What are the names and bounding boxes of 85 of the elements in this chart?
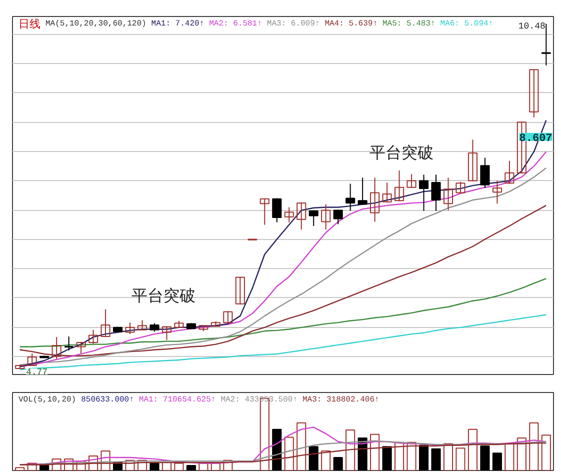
candlestick (492, 180, 502, 204)
candlestick (76, 341, 86, 354)
text: MA5: 5.483↑ (382, 20, 436, 28)
annotation: 10.48 (518, 21, 546, 32)
candlestick (394, 170, 404, 202)
bar (100, 450, 110, 470)
bar (272, 428, 282, 470)
candlestick (235, 276, 245, 304)
candlestick (162, 326, 172, 341)
candlestick (504, 160, 514, 184)
bar (480, 445, 490, 470)
annotation: MA(5,10,20,30,60,120) (46, 20, 146, 28)
bar (346, 430, 356, 470)
text: MA1: 710654.625↑ (138, 396, 216, 404)
text: MA6: 5.094↑ (440, 20, 494, 28)
candlestick (333, 209, 343, 225)
candlestick (406, 174, 416, 188)
bar (443, 443, 454, 470)
candlestick (125, 322, 135, 335)
bar (406, 442, 416, 470)
text: MA4: 5.639↑ (324, 20, 378, 28)
candlestick (272, 198, 282, 223)
candlestick (480, 157, 490, 188)
text: MA2: 6.581↑ (209, 20, 262, 28)
bar (40, 464, 50, 470)
bar (529, 422, 539, 470)
candlestick (64, 336, 74, 351)
candlestick (443, 177, 454, 211)
candlestick (88, 329, 98, 344)
bar (431, 448, 441, 470)
bar (370, 434, 380, 470)
bar (516, 438, 526, 470)
bar (308, 446, 318, 470)
bar (15, 467, 25, 470)
candlestick (223, 310, 233, 324)
text: MA3: 6.009↑ (266, 20, 320, 28)
candlestick (100, 308, 110, 338)
bar (296, 422, 306, 470)
candlestick (431, 174, 441, 212)
bar (137, 460, 148, 470)
bar (125, 460, 135, 470)
annotation: VOL(5,10,20) (18, 396, 76, 404)
bar (382, 446, 392, 470)
candlestick (284, 206, 294, 223)
bar (541, 434, 551, 470)
candlestick (468, 139, 478, 182)
bar (468, 428, 478, 470)
candlestick (456, 181, 466, 194)
candlestick (370, 177, 380, 222)
bar (64, 458, 74, 470)
bar (198, 462, 208, 470)
chart-title: 日线 (18, 18, 40, 32)
annotation: 850633.000↑ (81, 396, 134, 404)
bar (52, 458, 62, 470)
candlestick (260, 198, 270, 226)
bar (321, 450, 331, 470)
annotation: 平台突破 (132, 286, 196, 306)
bar (223, 460, 233, 470)
annotation: 平台突破 (370, 143, 434, 162)
text: MA3: 318802.406↑ (302, 396, 380, 404)
bar (456, 448, 466, 470)
candlestick (321, 204, 331, 230)
candlestick (529, 69, 539, 118)
text: MA1: 7.420↑ (151, 20, 204, 28)
bar (504, 443, 514, 470)
bar (186, 464, 196, 470)
candlestick (52, 336, 62, 360)
candlestick (137, 320, 148, 331)
bar (27, 462, 37, 470)
candlestick (346, 183, 356, 212)
candlestick (382, 182, 392, 203)
bar (333, 457, 343, 470)
candlestick (418, 174, 429, 212)
candlestick (27, 352, 37, 366)
candlestick (358, 177, 368, 206)
bar (492, 452, 502, 470)
bar (284, 436, 294, 470)
bar (418, 444, 429, 470)
candlestick (296, 202, 306, 230)
candlestick (308, 210, 318, 226)
annotation: 4.77 (26, 367, 48, 378)
bar (150, 462, 160, 470)
bar (394, 442, 404, 470)
bar (174, 462, 184, 470)
bar (88, 456, 98, 470)
